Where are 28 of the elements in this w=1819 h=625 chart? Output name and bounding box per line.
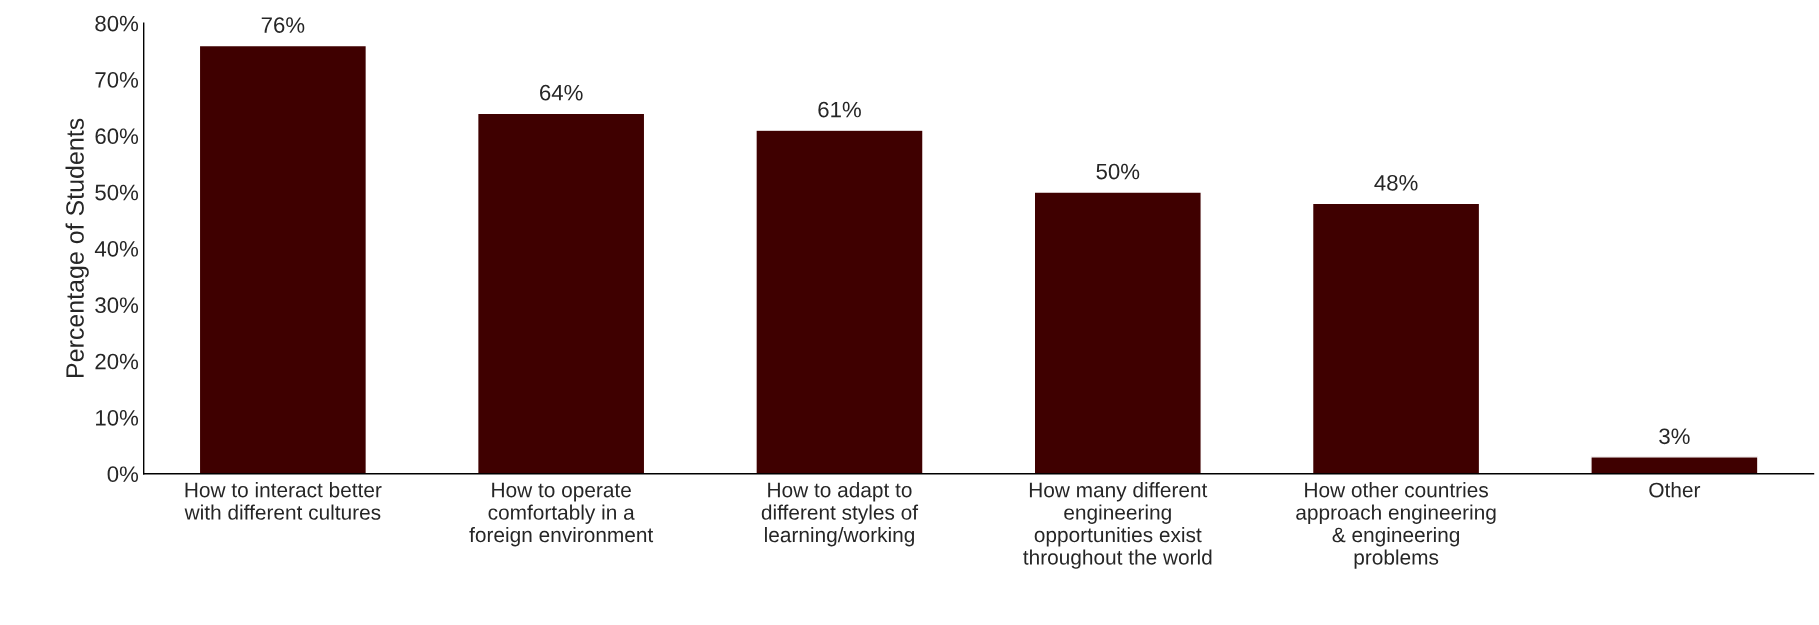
x-tick-label: How to interact better with different cultures: [184, 482, 382, 520]
y-tick-label: 20%: [95, 353, 139, 370]
y-tick-label: 40%: [94, 240, 139, 257]
x-tick-label: How many different engineering opportunities exist throughout the world: [1023, 482, 1212, 569]
bar: [1590, 456, 1759, 474]
y-tick-label: 70%: [95, 71, 139, 88]
y-tick-label: 80%: [95, 15, 139, 32]
y-tick-label: 50%: [95, 184, 139, 201]
data-label: 50%: [1096, 163, 1140, 180]
y-tick-label: 10%: [96, 409, 139, 426]
bar: [755, 129, 924, 474]
y-tick-label: 30%: [95, 297, 139, 314]
y-tick-label: 60%: [95, 128, 139, 145]
x-tick-label: How to adapt to different styles of learning/working: [761, 482, 919, 547]
bar: [198, 44, 368, 474]
bar: [1033, 191, 1202, 474]
data-label: 76%: [261, 17, 305, 33]
y-tick-label: 0%: [107, 466, 139, 483]
bar: [1311, 202, 1481, 474]
x-tick-label: Other: [1649, 482, 1701, 498]
data-label: 64%: [540, 84, 583, 101]
bar: [476, 112, 646, 474]
data-label: 61%: [818, 101, 861, 118]
data-label: 48%: [1374, 174, 1418, 191]
x-tick-label: How other countries approach engineering & engineering problems: [1296, 482, 1496, 569]
x-tick-label: How to operate comfortably in a foreign environment: [469, 482, 654, 547]
y-axis-title: Percentage of Students: [65, 118, 89, 378]
data-label: 3%: [1659, 428, 1690, 445]
